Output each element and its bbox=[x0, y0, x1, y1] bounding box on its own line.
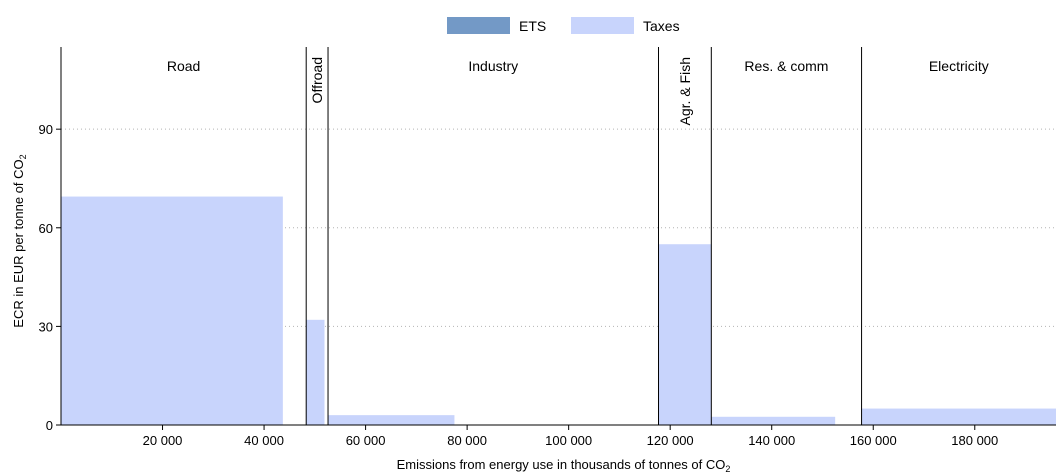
sector-label-2: Industry bbox=[468, 58, 518, 74]
legend-swatch-ets bbox=[447, 17, 510, 34]
x-axis-title: Emissions from energy use in thousands o… bbox=[397, 457, 731, 473]
x-tick-label-120000: 120 000 bbox=[647, 433, 694, 448]
x-tick-label-180000: 180 000 bbox=[951, 433, 998, 448]
x-tick-label-60000: 60 000 bbox=[346, 433, 386, 448]
bar-taxes-5 bbox=[861, 408, 1056, 425]
bar-taxes-0 bbox=[61, 196, 283, 425]
y-axis-title: ECR in EUR per tonne of CO2 bbox=[11, 154, 28, 327]
x-axis-title-text: Emissions from energy use in thousands o… bbox=[397, 457, 726, 472]
axes: 0 30 60 90 20 000 40 000 60 000 80 000 100 000 12… bbox=[39, 47, 1056, 448]
x-tick-label-140000: 140 000 bbox=[748, 433, 795, 448]
sector-label-5: Electricity bbox=[929, 58, 989, 74]
bars bbox=[61, 196, 1056, 425]
bar-taxes-3 bbox=[658, 244, 712, 425]
x-tick-label-80000: 80 000 bbox=[447, 433, 487, 448]
y-tick-label-60: 60 bbox=[39, 221, 53, 236]
y-tick-label-30: 30 bbox=[39, 319, 53, 334]
bar-taxes-4 bbox=[711, 416, 836, 425]
sector-labels: Road Offroad Industry Agr. & Fish Res. & com… bbox=[167, 57, 989, 125]
x-axis-title-subscript: 2 bbox=[725, 464, 730, 473]
x-tick-label-20000: 20 000 bbox=[143, 433, 183, 448]
x-tick-label-100000: 100 000 bbox=[545, 433, 592, 448]
x-tick-label-40000: 40 000 bbox=[244, 433, 284, 448]
y-tick-label-90: 90 bbox=[39, 122, 53, 137]
legend-label-taxes: Taxes bbox=[643, 18, 680, 34]
y-tick-label-0: 0 bbox=[46, 418, 53, 433]
sector-label-1: Offroad bbox=[309, 57, 325, 103]
x-tick-label-160000: 160 000 bbox=[850, 433, 897, 448]
sector-label-3: Agr. & Fish bbox=[677, 57, 693, 125]
legend-label-ets: ETS bbox=[519, 18, 546, 34]
sector-label-4: Res. & comm bbox=[744, 58, 828, 74]
sector-label-0: Road bbox=[167, 58, 200, 74]
legend-swatch-taxes bbox=[571, 17, 634, 34]
bar-taxes-2 bbox=[328, 415, 455, 425]
legend: ETS Taxes bbox=[447, 17, 680, 34]
bar-taxes-1 bbox=[306, 319, 325, 425]
y-axis-title-text: ECR in EUR per tonne of CO bbox=[11, 159, 26, 327]
y-axis-title-subscript: 2 bbox=[18, 154, 28, 159]
sector-dividers bbox=[305, 47, 863, 425]
